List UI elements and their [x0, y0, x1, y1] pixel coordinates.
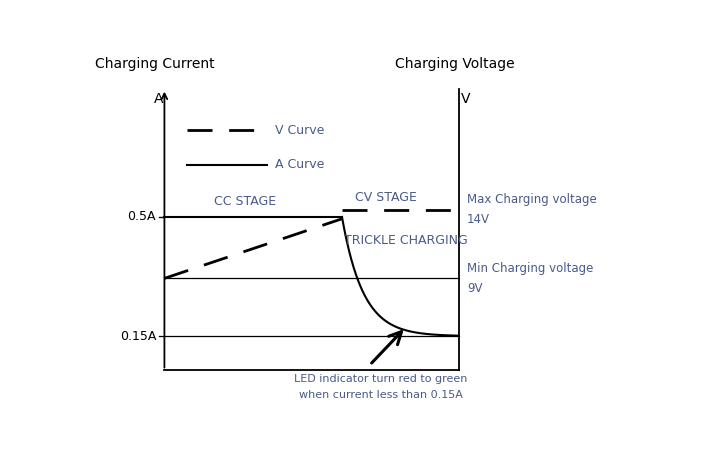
Text: CC STAGE: CC STAGE: [214, 195, 276, 208]
Text: LED indicator turn red to green: LED indicator turn red to green: [294, 374, 468, 384]
Text: Charging Current: Charging Current: [95, 57, 215, 71]
Text: A Curve: A Curve: [276, 158, 325, 171]
Text: V: V: [461, 92, 471, 106]
Text: CV STAGE: CV STAGE: [355, 191, 417, 204]
Text: TRICKLE CHARGING: TRICKLE CHARGING: [344, 234, 468, 247]
Text: 0.15A: 0.15A: [120, 330, 156, 343]
Text: Min Charging voltage: Min Charging voltage: [467, 262, 594, 275]
Text: Charging Voltage: Charging Voltage: [395, 57, 514, 71]
Text: Max Charging voltage: Max Charging voltage: [467, 193, 596, 206]
Text: 9V: 9V: [467, 282, 483, 295]
Text: A: A: [154, 92, 164, 106]
Text: 14V: 14V: [467, 213, 490, 227]
Text: V Curve: V Curve: [276, 124, 325, 137]
Text: when current less than 0.15A: when current less than 0.15A: [299, 390, 463, 400]
Text: 0.5A: 0.5A: [127, 211, 156, 224]
